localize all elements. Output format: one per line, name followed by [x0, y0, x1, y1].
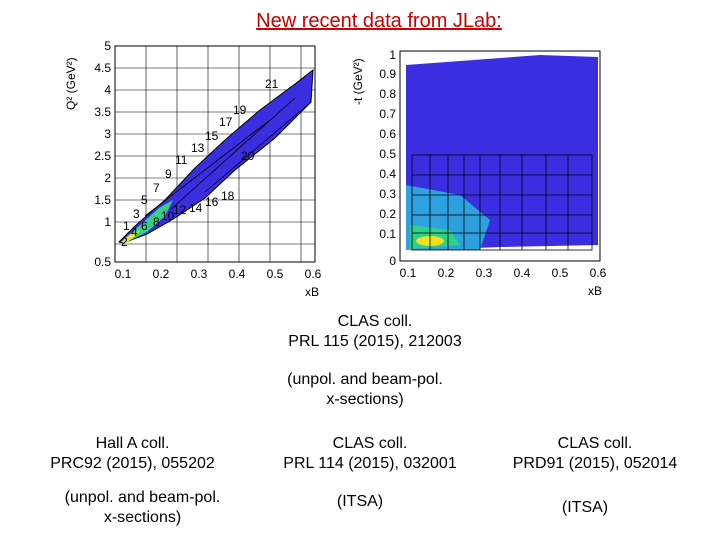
bin-label: 13	[191, 141, 205, 155]
bin-label: 5	[141, 193, 148, 207]
y-tick-label: 4.5	[94, 61, 111, 75]
y-tick-label: 2.5	[94, 149, 111, 163]
halla-note: (unpol. and beam-pol. x-sections)	[35, 488, 250, 528]
halla-citation: Hall A coll. PRC92 (2015), 055202	[25, 434, 240, 474]
acceptance-high-density	[123, 200, 173, 242]
y-tick-label: 4	[104, 83, 111, 97]
note-line: (ITSA)	[336, 493, 384, 510]
reference: PRL 115 (2015), 212003	[288, 333, 462, 350]
note-line: (unpol. and beam-pol.	[64, 489, 221, 506]
acceptance-peak	[121, 230, 141, 243]
bin-label: 6	[141, 219, 148, 233]
bin-label: 15	[205, 129, 219, 143]
y-tick-labels: 1 0.9 0.8 0.7 0.6 0.5 0.4 0.3 0.2 0.1 0	[379, 48, 396, 268]
y-tick-label: 0.1	[379, 227, 396, 241]
y-tick-label: 5	[104, 40, 111, 53]
y-tick-label: 0.6	[379, 127, 396, 141]
bin-label: 4	[131, 225, 138, 239]
bin-label: 1	[123, 219, 130, 233]
bin-label: 2	[121, 235, 128, 249]
bin-label: 9	[165, 167, 172, 181]
x-tick-labels: 0.1 0.2 0.3 0.4 0.5 0.6	[115, 267, 322, 281]
bin-label: 8	[153, 215, 160, 229]
x-axis-label: xB	[588, 284, 602, 298]
y-tick-label: 0.5	[379, 147, 396, 161]
y-tick-label: 3.5	[94, 105, 111, 119]
note-line: (unpol. and beam-pol.	[287, 371, 443, 388]
collaboration-name: CLAS coll.	[332, 435, 408, 452]
y-tick-label: 0.7	[379, 107, 396, 121]
x-tick-labels: 0.1 0.2 0.3 0.4 0.5 0.6	[400, 266, 607, 280]
x-tick-label: 0.4	[229, 267, 246, 281]
y-tick-label: 1	[104, 215, 111, 229]
y-tick-label: 3	[104, 127, 111, 141]
clas-mid-citation: CLAS coll. PRL 114 (2015), 032001	[265, 434, 475, 474]
y-tick-label: 0.5	[94, 255, 111, 269]
x-tick-label: 0.5	[267, 267, 284, 281]
t-vs-xb-plot: 1 0.9 0.8 0.7 0.6 0.5 0.4 0.3 0.2 0.1 0 …	[351, 48, 607, 298]
bin-label: 19	[233, 103, 247, 117]
bin-label: 20	[241, 149, 255, 163]
slide-title: New recent data from JLab:	[256, 10, 502, 32]
clas-top-citation: CLAS coll. PRL 115 (2015), 212003	[270, 312, 480, 352]
clas-mid-note: (ITSA)	[305, 492, 415, 512]
acceptance-region	[118, 68, 314, 244]
y-tick-label: 0.8	[379, 87, 396, 101]
note-line: (ITSA)	[561, 499, 609, 516]
bin-label: 10	[161, 209, 175, 223]
collaboration-name: CLAS coll.	[557, 435, 633, 452]
bin-label: 21	[265, 77, 279, 91]
y-tick-label: 0	[389, 254, 396, 268]
y-tick-label: 0.3	[379, 187, 396, 201]
clas-top-note: (unpol. and beam-pol. x-sections)	[260, 370, 470, 410]
y-tick-label: 1	[389, 48, 396, 62]
bin-label: 12	[173, 203, 187, 217]
q2-vs-xb-plot: 21 19 17 15 13 11 9 7 5 3 1 20 18 16 14 …	[64, 40, 322, 299]
y-axis-label: Q² (GeV²)	[64, 57, 78, 110]
x-tick-label: 0.3	[191, 267, 208, 281]
reference: PRL 114 (2015), 032001	[283, 455, 457, 472]
bin-number-labels: 21 19 17 15 13 11 9 7 5 3 1 20 18 16 14 …	[121, 77, 279, 249]
note-line: x-sections)	[103, 509, 182, 526]
x-tick-label: 0.1	[115, 267, 132, 281]
bin-label: 3	[133, 207, 140, 221]
x-tick-label: 0.2	[438, 266, 455, 280]
reference: PRD91 (2015), 052014	[512, 455, 678, 472]
bin-label: 16	[205, 195, 219, 209]
x-tick-label: 0.3	[476, 266, 493, 280]
bin-label: 17	[219, 115, 233, 129]
collaboration-name: Hall A coll.	[95, 435, 170, 452]
x-tick-label: 0.5	[552, 266, 569, 280]
x-tick-label: 0.2	[153, 267, 170, 281]
collaboration-name: CLAS coll.	[337, 313, 413, 330]
y-tick-label: 2	[104, 171, 111, 185]
x-tick-label: 0.4	[514, 266, 531, 280]
x-axis-label: xB	[305, 285, 319, 299]
clas-right-citation: CLAS coll. PRD91 (2015), 052014	[490, 434, 700, 474]
y-tick-label: 0.9	[379, 67, 396, 81]
x-tick-label: 0.1	[400, 266, 417, 280]
bin-label: 18	[221, 189, 235, 203]
y-tick-label: 0.2	[379, 207, 396, 221]
x-tick-label: 0.6	[305, 267, 322, 281]
x-tick-label: 0.6	[590, 266, 607, 280]
y-axis-label: -t (GeV²)	[351, 58, 365, 105]
y-tick-label: 0.4	[379, 167, 396, 181]
bin-label: 14	[189, 201, 203, 215]
clas-right-note: (ITSA)	[530, 498, 640, 518]
note-line: x-sections)	[326, 391, 404, 408]
y-tick-label: 1.5	[94, 193, 111, 207]
y-tick-labels: 5 4.5 4 3.5 3 2.5 2 1.5 1 0.5	[94, 40, 111, 269]
bin-label: 7	[153, 181, 160, 195]
reference: PRC92 (2015), 055202	[50, 455, 215, 472]
bin-label: 11	[175, 153, 188, 167]
binning-grid	[411, 154, 593, 251]
